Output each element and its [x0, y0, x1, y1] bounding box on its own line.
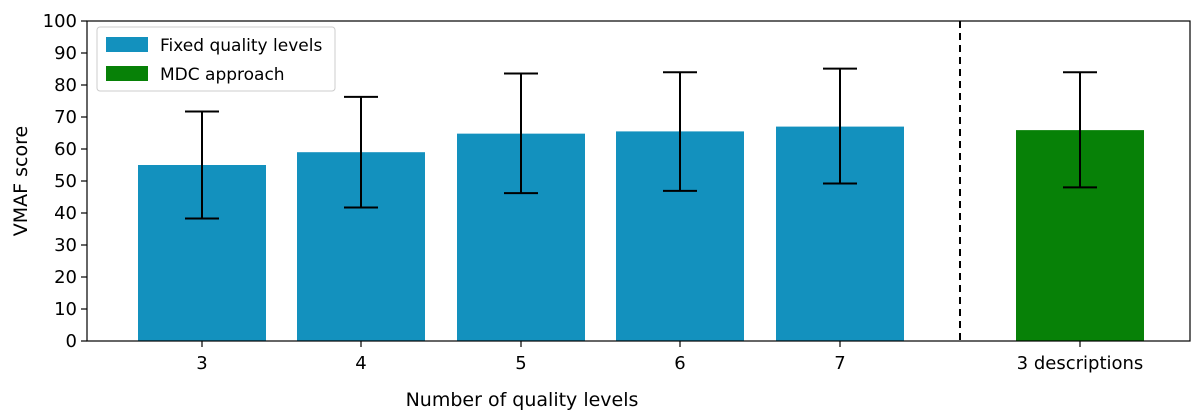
y-tick-label: 70 [54, 107, 77, 128]
legend-swatch-fixed-quality-levels [106, 37, 148, 52]
x-tick-label: 7 [834, 353, 845, 374]
x-tick-label: 3 descriptions [1017, 353, 1144, 374]
x-axis-title: Number of quality levels [406, 389, 639, 411]
y-tick-label: 20 [54, 267, 77, 288]
y-tick-label: 60 [54, 139, 77, 160]
x-tick-label: 3 [196, 353, 207, 374]
x-tick-label: 6 [674, 353, 685, 374]
bars [138, 126, 1144, 341]
legend-frame [96, 26, 336, 92]
y-tick-label: 10 [54, 299, 77, 320]
legend-label-mdc-approach: MDC approach [160, 65, 285, 85]
x-axis: 3 4 5 6 7 3 descriptions [196, 341, 1143, 374]
y-tick-label: 50 [54, 171, 77, 192]
y-tick-label: 40 [54, 203, 77, 224]
y-tick-label: 30 [54, 235, 77, 256]
legend: Fixed quality levels MDC approach [96, 26, 336, 92]
y-tick-label: 0 [66, 331, 77, 352]
y-tick-label: 80 [54, 75, 77, 96]
x-tick-label: 4 [355, 353, 366, 374]
plot-frame [86, 20, 1191, 342]
y-axis-title: VMAF score [10, 126, 32, 236]
x-tick-label: 5 [515, 353, 526, 374]
error-bars [185, 67, 1097, 220]
y-axis: 0 10 20 30 40 50 60 70 80 90 100 [43, 11, 87, 352]
y-tick-label: 100 [43, 11, 77, 32]
legend-label-fixed-quality-levels: Fixed quality levels [160, 36, 322, 56]
y-tick-label: 90 [54, 43, 77, 64]
legend-swatch-mdc-approach [106, 66, 148, 81]
